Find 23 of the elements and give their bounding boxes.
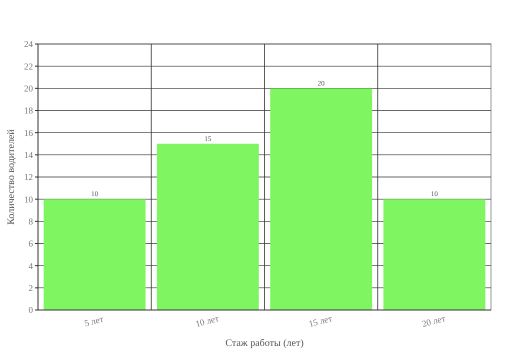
y-tick-label: 0 bbox=[28, 305, 34, 316]
y-tick-label: 4 bbox=[28, 260, 34, 271]
bar bbox=[156, 144, 259, 310]
y-tick-label: 8 bbox=[28, 216, 34, 226]
x-tick-label: 5 лет bbox=[83, 314, 104, 328]
y-tick-label: 20 bbox=[24, 83, 34, 94]
bar bbox=[44, 199, 146, 310]
y-tick-label: 2 bbox=[28, 282, 33, 293]
y-tick-label: 14 bbox=[24, 150, 34, 160]
bar bbox=[383, 199, 486, 310]
y-tick-label: 10 bbox=[24, 194, 34, 204]
y-tick-label: 6 bbox=[28, 238, 34, 249]
y-tick-label: 16 bbox=[24, 128, 34, 138]
x-axis-title: Стаж работы (лет) bbox=[225, 338, 304, 349]
y-tick-label: 18 bbox=[24, 106, 34, 116]
y-tick-label: 24 bbox=[24, 39, 34, 50]
x-tick-label: 20 лет bbox=[420, 313, 446, 329]
y-tick-label: 12 bbox=[24, 172, 33, 182]
y-axis-title: Количество водителей bbox=[6, 128, 17, 225]
x-tick-label: 15 лет bbox=[308, 313, 334, 329]
bar bbox=[270, 88, 372, 310]
y-tick-label: 22 bbox=[24, 61, 33, 72]
x-tick-label: 10 лет bbox=[194, 313, 220, 329]
